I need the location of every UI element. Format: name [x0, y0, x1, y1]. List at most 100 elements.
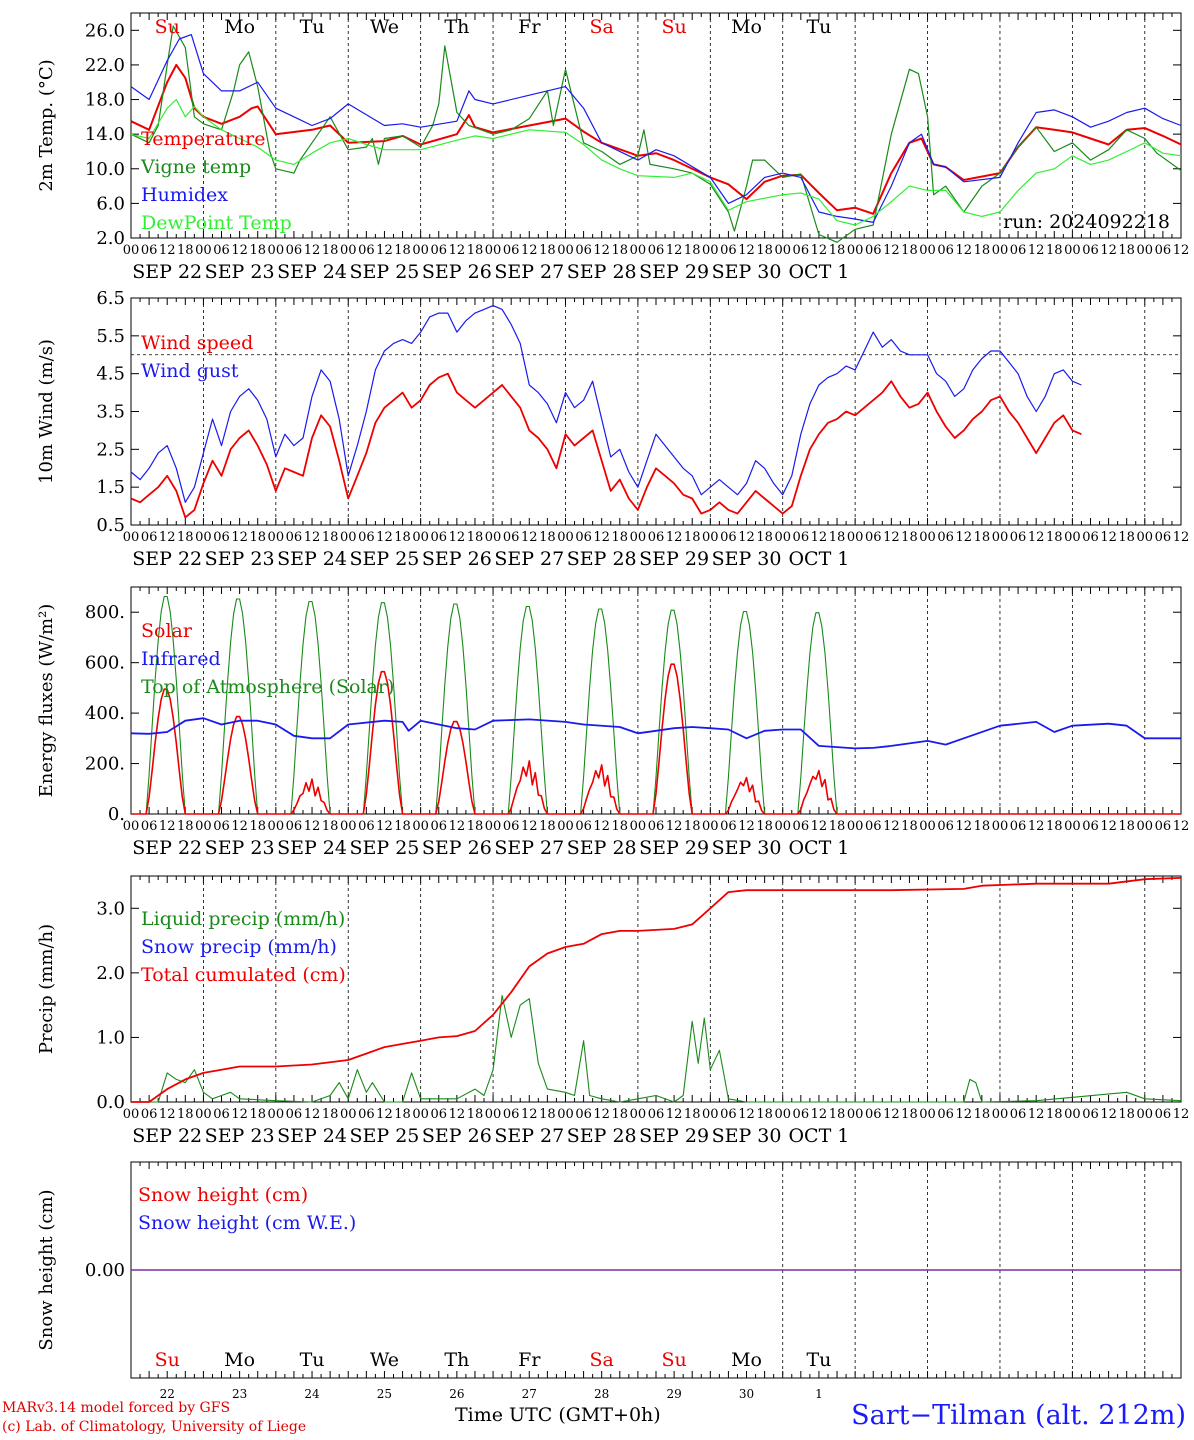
- y-tick-label: 26.0: [85, 20, 125, 41]
- legend-entry: Temperature: [141, 128, 265, 150]
- hour-tick-label: 00: [268, 1107, 285, 1122]
- hour-tick-label: 00: [992, 819, 1009, 834]
- date-number-label: 30: [739, 1387, 754, 1401]
- date-label: OCT 1: [788, 261, 849, 283]
- legend-entry: Total cumulated (cm): [141, 964, 346, 986]
- hour-tick-label: 00: [919, 243, 936, 258]
- date-label: SEP 29: [639, 1125, 709, 1147]
- hour-tick-label: 12: [738, 819, 755, 834]
- hour-tick-label: 18: [249, 1107, 266, 1122]
- weekday-label: Su: [155, 16, 180, 38]
- x-axis-title: Time UTC (GMT+0h): [455, 1404, 661, 1426]
- hour-tick-label: 18: [249, 243, 266, 258]
- legend-entry: Snow height (cm W.E.): [138, 1212, 356, 1234]
- hour-tick-label: 12: [811, 819, 828, 834]
- date-label: SEP 24: [277, 548, 347, 570]
- weekday-label: Th: [444, 16, 469, 38]
- hour-tick-label: 00: [412, 1107, 429, 1122]
- hour-tick-label: 12: [521, 243, 538, 258]
- hour-tick-label: 00: [268, 243, 285, 258]
- hour-tick-label: 00: [919, 819, 936, 834]
- panel-3: 00 06 12 18 00 06 12 18 00 06 12 18 00 06 12 18 00 06 12 18…: [36, 875, 1189, 1147]
- hour-tick-label: 06: [141, 530, 158, 545]
- hour-tick-label: 06: [430, 530, 447, 545]
- hour-tick-label: 12: [666, 1107, 683, 1122]
- date-label: SEP 24: [277, 261, 347, 283]
- hour-tick-label: 06: [1082, 819, 1099, 834]
- hour-tick-label: 06: [358, 819, 375, 834]
- hour-tick-label: 12: [159, 1107, 176, 1122]
- station-name: Sart−Tilman (alt. 212m): [851, 1400, 1186, 1431]
- y-axis-label: 10m Wind (m/s): [36, 339, 57, 484]
- weekday-label: Sa: [590, 1349, 614, 1371]
- hour-tick-label: 00: [123, 1107, 140, 1122]
- hour-tick-label: 18: [612, 243, 629, 258]
- hour-tick-label: 12: [593, 530, 610, 545]
- hour-tick-label: 12: [738, 530, 755, 545]
- hour-tick-label: 18: [756, 530, 773, 545]
- hour-tick-label: 00: [485, 243, 502, 258]
- hour-tick-label: 12: [883, 530, 900, 545]
- hour-tick-label: 12: [521, 530, 538, 545]
- date-number-label: 24: [304, 1387, 320, 1401]
- weekday-label: Su: [661, 16, 686, 38]
- hour-tick-label: 00: [340, 819, 357, 834]
- hour-tick-label: 18: [249, 819, 266, 834]
- hour-tick-label: 12: [376, 530, 393, 545]
- date-number-label: 27: [522, 1387, 537, 1401]
- y-axis-label: Snow height (cm): [36, 1189, 57, 1350]
- date-label: SEP 30: [712, 837, 782, 859]
- hour-tick-label: 00: [485, 819, 502, 834]
- hour-tick-label: 06: [1082, 1107, 1099, 1122]
- date-label: OCT 1: [788, 1125, 849, 1147]
- y-axis-label: Energy fluxes (W/m²): [36, 604, 57, 798]
- date-number-label: 23: [232, 1387, 247, 1401]
- hour-tick-label: 00: [557, 530, 574, 545]
- legend-entry: DewPoint Temp: [141, 212, 292, 234]
- hour-tick-label: 06: [648, 819, 665, 834]
- date-label: SEP 30: [712, 548, 782, 570]
- legend-entry: Top of Atmosphere (Solar): [141, 676, 394, 698]
- y-tick-label: 4.5: [96, 364, 125, 385]
- hour-tick-label: 06: [575, 243, 592, 258]
- hour-tick-label: 00: [847, 819, 864, 834]
- date-label: SEP 25: [350, 548, 420, 570]
- hour-tick-label: 12: [231, 243, 248, 258]
- panel-4: 0.00 Snow height (cm) Snow height (cm) Snow…: [36, 1161, 1182, 1401]
- series-temperature: [130, 63, 1182, 215]
- y-tick-label: 200.: [85, 754, 125, 775]
- series-wind-speed: [130, 372, 1082, 519]
- hour-tick-label: 12: [159, 530, 176, 545]
- hour-tick-label: 06: [1010, 819, 1027, 834]
- hour-tick-label: 18: [539, 530, 556, 545]
- hour-tick-label: 06: [141, 243, 158, 258]
- hour-tick-label: 18: [467, 243, 484, 258]
- hour-tick-label: 06: [213, 243, 230, 258]
- hour-tick-label: 00: [123, 819, 140, 834]
- panel-frame: [130, 297, 1182, 526]
- hour-tick-label: 12: [1028, 243, 1045, 258]
- series-vigne-temp: [130, 25, 1182, 243]
- y-tick-label: 3.5: [96, 402, 125, 423]
- y-tick-label: 10.0: [85, 159, 125, 180]
- hour-tick-label: 00: [340, 1107, 357, 1122]
- hour-tick-label: 06: [430, 243, 447, 258]
- hour-tick-label: 12: [811, 530, 828, 545]
- hour-tick-label: 18: [612, 530, 629, 545]
- hour-tick-label: 18: [974, 243, 991, 258]
- y-tick-label: 5.5: [96, 326, 125, 347]
- hour-tick-label: 18: [394, 819, 411, 834]
- y-tick-label: 0.: [108, 804, 125, 825]
- date-label: SEP 28: [567, 1125, 637, 1147]
- y-tick-label: 2.0: [96, 963, 125, 984]
- hour-tick-label: 18: [901, 1107, 918, 1122]
- hour-tick-label: 18: [756, 819, 773, 834]
- hour-tick-label: 18: [974, 1107, 991, 1122]
- date-number-label: 29: [666, 1387, 681, 1401]
- legend-entry: Solar: [141, 620, 193, 642]
- hour-tick-label: 00: [412, 530, 429, 545]
- weekday-label: We: [370, 1349, 399, 1371]
- date-number-label: 28: [594, 1387, 609, 1401]
- hour-tick-label: 06: [937, 1107, 954, 1122]
